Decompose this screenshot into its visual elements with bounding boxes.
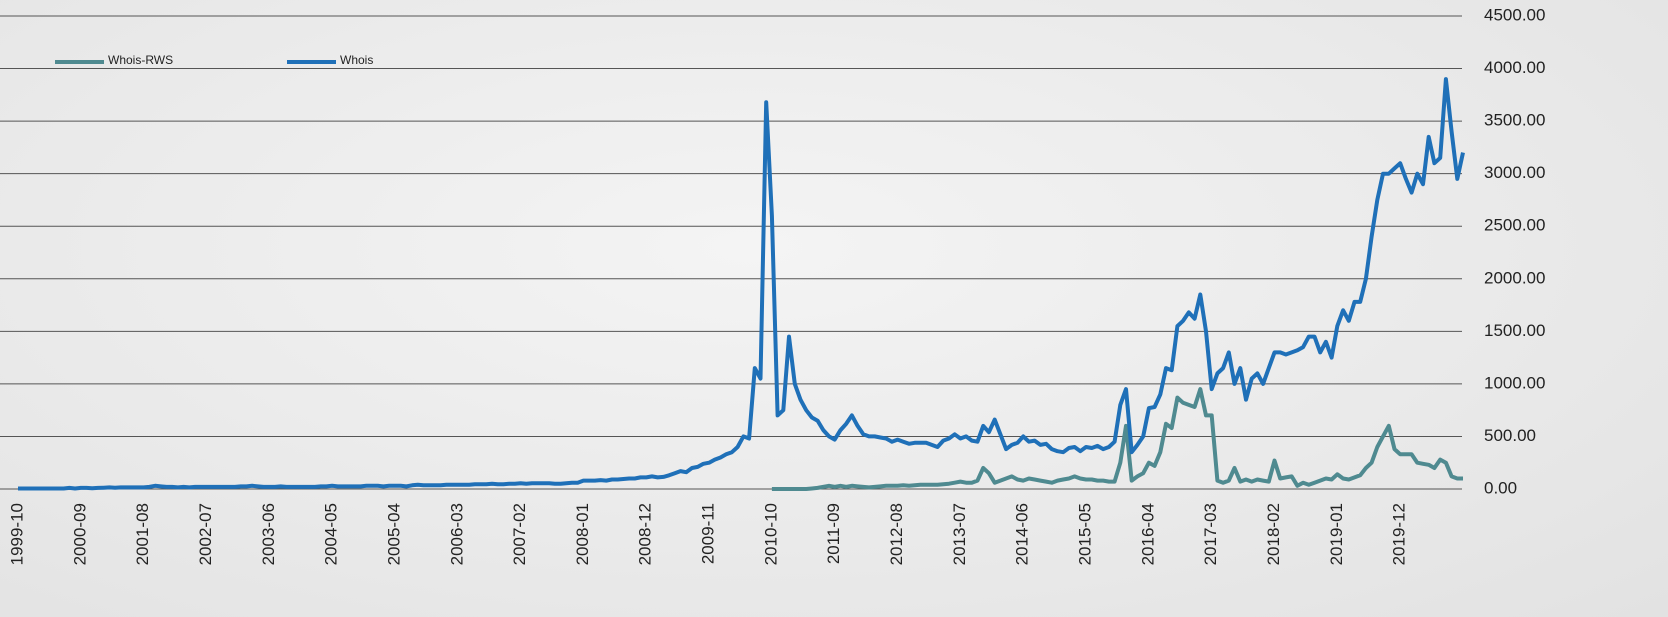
x-tick-label: 2015-05: [1076, 503, 1095, 565]
x-tick-label: 2000-09: [70, 503, 89, 565]
y-tick-label: 4000.00: [1484, 58, 1545, 77]
x-tick-label: 2003-06: [259, 503, 278, 565]
x-tick-label: 2012-08: [887, 503, 906, 565]
y-tick-label: 3000.00: [1484, 163, 1545, 182]
legend-label: Whois: [340, 53, 373, 67]
x-tick-label: 2004-05: [322, 503, 341, 565]
y-tick-label: 1500.00: [1484, 321, 1545, 340]
x-tick-label: 2016-04: [1138, 503, 1157, 565]
y-tick-label: 1000.00: [1484, 373, 1545, 392]
x-tick-label: 2006-03: [447, 503, 466, 565]
x-tick-label: 2013-07: [950, 503, 969, 565]
y-tick-label: 4500.00: [1484, 5, 1545, 24]
y-tick-label: 0.00: [1484, 478, 1517, 497]
series-line: [18, 77, 1465, 491]
series-line: [771, 387, 1463, 491]
legend-label: Whois-RWS: [108, 53, 173, 67]
y-tick-label: 500.00: [1484, 426, 1536, 445]
x-tick-label: 2011-09: [824, 503, 843, 564]
x-tick-label: 2019-01: [1327, 503, 1346, 565]
x-tick-label: 2007-02: [510, 503, 529, 565]
y-tick-label: 2500.00: [1484, 216, 1545, 235]
y-tick-label: 3500.00: [1484, 111, 1545, 130]
x-tick-label: 2019-12: [1390, 503, 1409, 565]
x-tick-label: 1999-10: [7, 503, 26, 565]
x-tick-label: 2014-06: [1013, 503, 1032, 565]
x-tick-label: 2009-11: [699, 503, 718, 564]
x-tick-label: 2008-12: [636, 503, 655, 565]
x-tick-label: 2018-02: [1264, 503, 1283, 565]
x-tick-label: 2001-08: [133, 503, 152, 565]
x-tick-label: 2005-04: [384, 503, 403, 565]
y-tick-label: 2000.00: [1484, 268, 1545, 287]
x-tick-label: 2010-10: [761, 503, 780, 565]
x-tick-label: 2008-01: [573, 503, 592, 565]
x-tick-label: 2002-07: [196, 503, 215, 565]
x-tick-label: 2017-03: [1201, 503, 1220, 565]
